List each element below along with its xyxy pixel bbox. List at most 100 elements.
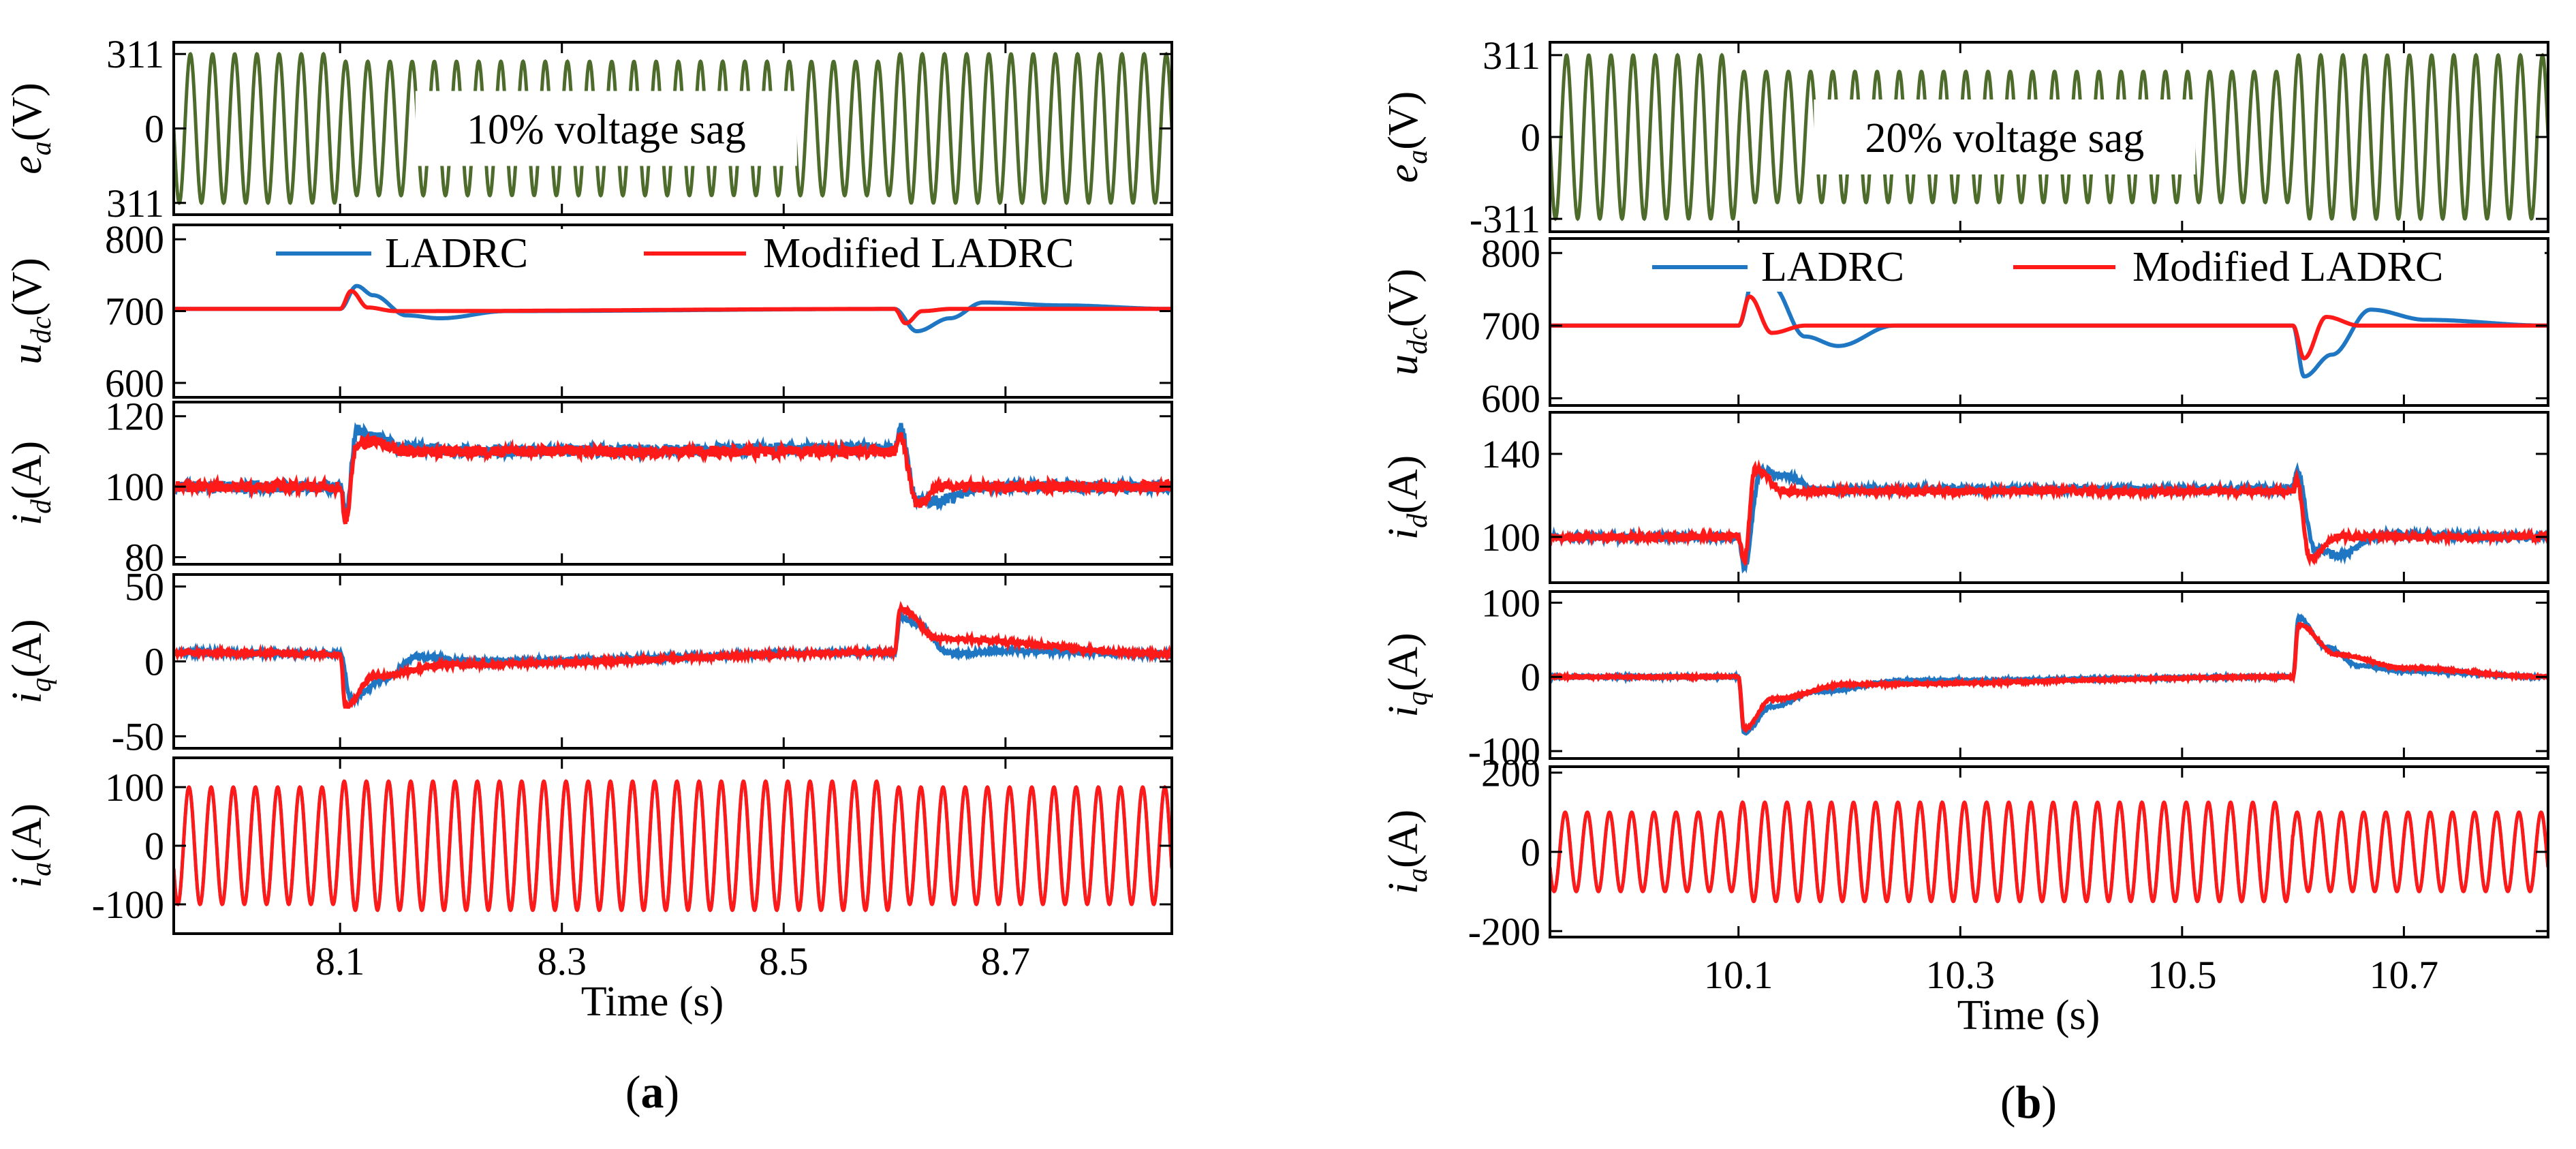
y-label-subscript: dc	[1402, 327, 1433, 354]
series-id-modified-ladrc	[1550, 459, 2548, 567]
y-axis-label: iq(A)	[4, 619, 57, 703]
x-tick-label: 8.3	[537, 939, 587, 983]
legend-label-modified-ladrc: Modified LADRC	[2132, 244, 2443, 290]
x-axis-label: Time (s)	[581, 979, 724, 1025]
y-tick-label: 100	[105, 465, 164, 509]
y-tick-label: 800	[105, 217, 164, 262]
y-label-unit: (V)	[1380, 269, 1427, 327]
y-axis-label: ea(V)	[1380, 91, 1433, 183]
sag-annotation: 10% voltage sag	[467, 107, 746, 153]
axes-frame	[172, 401, 1173, 566]
plot-area	[1550, 612, 2548, 736]
plot-area	[1550, 271, 2548, 379]
y-axis-label: iq(A)	[1380, 632, 1433, 717]
y-tick-label: 600	[105, 361, 164, 405]
y-label-unit: (A)	[4, 619, 50, 677]
sag-annotation: 20% voltage sag	[1865, 115, 2144, 162]
series-udc-modified-ladrc	[1550, 294, 2548, 361]
y-tick-label: 100	[105, 765, 164, 810]
y-label-symbol: e	[1380, 164, 1427, 183]
series-ia-modified-ladrc	[174, 779, 1172, 913]
y-label-symbol: i	[1380, 528, 1427, 540]
y-tick-label: 0	[1521, 655, 1540, 699]
y-label-unit: (A)	[1380, 632, 1427, 691]
y-label-subscript: d	[26, 499, 57, 514]
y-tick-label: -100	[1468, 729, 1540, 773]
legend-label-modified-ladrc: Modified LADRC	[763, 230, 1074, 277]
x-axis-label: Time (s)	[1957, 992, 2100, 1039]
y-label-unit: (V)	[4, 82, 50, 141]
y-label-symbol: i	[4, 876, 50, 888]
caption-letter: a	[641, 1066, 664, 1118]
y-label-unit: (A)	[4, 441, 50, 500]
caption-open: (	[625, 1066, 641, 1118]
caption-close: )	[664, 1066, 680, 1118]
y-tick-label: 311	[106, 181, 164, 226]
series-iq-modified-ladrc	[174, 600, 1172, 709]
y-label-unit: (V)	[1380, 91, 1427, 150]
y-tick-label: 0	[144, 107, 164, 151]
subplot-iq: 50 0 -50 iq(A)	[4, 565, 1173, 759]
subplot-iq: 100 0 -100 iq(A)	[1380, 581, 2549, 773]
plot-area	[174, 779, 1172, 913]
y-label-unit: (V)	[4, 258, 50, 316]
y-label-unit: (A)	[1380, 810, 1427, 868]
y-tick-label: 0	[1521, 830, 1540, 874]
x-tick-label: 10.1	[1704, 953, 1773, 997]
x-tick-label: 10.5	[2147, 953, 2217, 997]
y-axis-label: id(A)	[4, 441, 57, 525]
y-label-symbol: i	[1380, 705, 1427, 717]
y-label-subscript: a	[1402, 150, 1433, 164]
x-tick-label: 8.1	[315, 939, 365, 983]
plot-area	[1550, 800, 2548, 904]
y-label-subscript: dc	[26, 316, 57, 343]
y-tick-label: -311	[1470, 197, 1540, 241]
y-tick-label: 700	[1481, 304, 1540, 348]
y-label-symbol: u	[4, 343, 50, 365]
y-tick-label: 311	[106, 32, 164, 76]
annotation-box	[415, 91, 797, 166]
x-tick-label: 8.7	[981, 939, 1031, 983]
subplot-udc: 800 700 600 udc(V) LADRC Modified LADRC	[1380, 231, 2549, 420]
y-tick-label: -100	[92, 883, 164, 927]
y-tick-label: 700	[105, 290, 164, 334]
series-id-ladrc	[174, 422, 1172, 516]
y-label-symbol: e	[4, 155, 50, 174]
y-label-subscript: a	[26, 141, 57, 155]
y-axis-label: ea(V)	[4, 82, 57, 174]
y-axis-label: udc(V)	[1380, 269, 1433, 376]
y-label-unit: (A)	[4, 803, 50, 862]
y-tick-label: 80	[125, 536, 164, 580]
y-tick-label: 800	[1481, 231, 1540, 275]
series-id-ladrc	[1550, 461, 2548, 574]
y-tick-label: 600	[1481, 376, 1540, 420]
plot-area	[1550, 459, 2548, 574]
y-tick-label: -50	[112, 714, 164, 759]
plot-area	[174, 600, 1172, 709]
y-tick-label: 0	[1521, 115, 1540, 159]
y-tick-label: 50	[125, 565, 164, 609]
y-label-unit: (A)	[1380, 455, 1427, 514]
caption-close: )	[2041, 1076, 2057, 1128]
axes-frame	[1549, 237, 2549, 407]
y-label-subscript: d	[1402, 513, 1433, 528]
y-axis-label: ia(A)	[4, 803, 57, 888]
y-tick-label: 200	[1481, 751, 1540, 795]
subplot-ia: 200 0 -200 ia(A)	[1380, 751, 2549, 953]
annotation-box	[1814, 99, 2196, 174]
axes-frame	[1549, 590, 2549, 760]
y-label-subscript: q	[26, 677, 57, 692]
x-tick-label: 8.5	[759, 939, 809, 983]
y-label-subscript: q	[1402, 691, 1433, 705]
y-tick-label: 100	[1481, 581, 1540, 625]
series-ia-modified-ladrc	[1550, 800, 2548, 904]
y-label-subscript: a	[1402, 868, 1433, 883]
subplot-ea: 311 0 -311 ea(V) 20% voltage sag	[1380, 33, 2549, 241]
subplot-ia: 100 0 -100 ia(A)	[4, 756, 1173, 935]
series-id-modified-ladrc	[174, 431, 1172, 525]
subplot-id: 120 100 80 id(A)	[4, 395, 1173, 580]
y-axis-label: udc(V)	[4, 258, 57, 365]
